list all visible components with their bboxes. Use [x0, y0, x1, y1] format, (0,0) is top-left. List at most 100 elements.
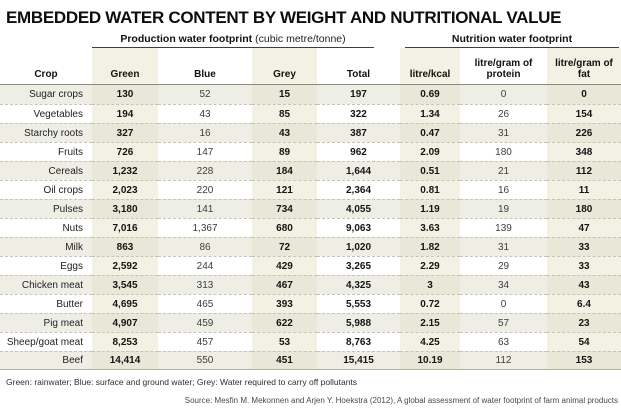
value-cell: 85: [252, 104, 317, 123]
crop-cell: Pulses: [0, 199, 92, 218]
value-cell: 322: [317, 104, 400, 123]
value-cell: 467: [252, 275, 317, 294]
group-header-nutrition-label: Nutrition water footprint: [451, 33, 573, 45]
value-cell: 130: [92, 85, 158, 104]
value-cell: 457: [158, 332, 252, 351]
crop-cell: Butter: [0, 294, 92, 313]
crop-cell: Sheep/goat meat: [0, 332, 92, 351]
value-cell: 21: [460, 161, 547, 180]
value-cell: 228: [158, 161, 252, 180]
value-cell: 393: [252, 294, 317, 313]
value-cell: 4,695: [92, 294, 158, 313]
value-cell: 3,265: [317, 256, 400, 275]
value-cell: 31: [460, 123, 547, 142]
group-header-production-label: Production water footprint: [120, 33, 253, 45]
value-cell: 348: [547, 142, 621, 161]
value-cell: 57: [460, 313, 547, 332]
value-cell: 194: [92, 104, 158, 123]
value-cell: 726: [92, 142, 158, 161]
column-header-litre-per-gram-fat: litre/gram of fat: [547, 48, 621, 85]
value-cell: 4,055: [317, 199, 400, 218]
value-cell: 86: [158, 237, 252, 256]
value-cell: 1,644: [317, 161, 400, 180]
value-cell: 550: [158, 351, 252, 370]
value-cell: 89: [252, 142, 317, 161]
value-cell: 1.34: [400, 104, 460, 123]
value-cell: 23: [547, 313, 621, 332]
column-header-total: Total: [317, 48, 400, 85]
column-header-green: Green: [92, 48, 158, 85]
value-cell: 962: [317, 142, 400, 161]
crop-cell: Sugar crops: [0, 85, 92, 104]
crop-cell: Cereals: [0, 161, 92, 180]
value-cell: 1.82: [400, 237, 460, 256]
value-cell: 327: [92, 123, 158, 142]
value-cell: 52: [158, 85, 252, 104]
value-cell: 139: [460, 218, 547, 237]
value-cell: 26: [460, 104, 547, 123]
value-cell: 0.69: [400, 85, 460, 104]
value-cell: 4,907: [92, 313, 158, 332]
value-cell: 1.19: [400, 199, 460, 218]
value-cell: 429: [252, 256, 317, 275]
crop-cell: Pig meat: [0, 313, 92, 332]
value-cell: 5,553: [317, 294, 400, 313]
crop-cell: Starchy roots: [0, 123, 92, 142]
source-credit: Source: Mesfin M. Mekonnen and Arjen Y. …: [184, 396, 618, 405]
value-cell: 8,253: [92, 332, 158, 351]
value-cell: 3.63: [400, 218, 460, 237]
value-cell: 15: [252, 85, 317, 104]
value-cell: 153: [547, 351, 621, 370]
value-cell: 2.15: [400, 313, 460, 332]
crop-cell: Milk: [0, 237, 92, 256]
column-header-grey: Grey: [252, 48, 317, 85]
value-cell: 459: [158, 313, 252, 332]
value-cell: 226: [547, 123, 621, 142]
value-cell: 53: [252, 332, 317, 351]
value-cell: 465: [158, 294, 252, 313]
column-header-litre-per-gram-protein: litre/gram of protein: [460, 48, 547, 85]
color-key-footnote: Green: rainwater; Blue: surface and grou…: [6, 377, 358, 387]
value-cell: 34: [460, 275, 547, 294]
value-cell: 2,592: [92, 256, 158, 275]
crop-cell: Vegetables: [0, 104, 92, 123]
value-cell: 2.09: [400, 142, 460, 161]
crop-cell: Nuts: [0, 218, 92, 237]
value-cell: 0: [460, 85, 547, 104]
value-cell: 220: [158, 180, 252, 199]
value-cell: 3,545: [92, 275, 158, 294]
value-cell: 4,325: [317, 275, 400, 294]
value-cell: 147: [158, 142, 252, 161]
value-cell: 9,063: [317, 218, 400, 237]
value-cell: 43: [547, 275, 621, 294]
value-cell: 14,414: [92, 351, 158, 370]
value-cell: 29: [460, 256, 547, 275]
value-cell: 5,988: [317, 313, 400, 332]
value-cell: 33: [547, 237, 621, 256]
value-cell: 1,020: [317, 237, 400, 256]
group-header-spacer: [0, 32, 92, 48]
value-cell: 54: [547, 332, 621, 351]
value-cell: 0: [460, 294, 547, 313]
page-title: EMBEDDED WATER CONTENT BY WEIGHT AND NUT…: [6, 8, 562, 27]
value-cell: 10.19: [400, 351, 460, 370]
column-header-crop: Crop: [0, 48, 92, 85]
column-header-litre-per-kcal: litre/kcal: [400, 48, 460, 85]
group-header-production: Production water footprint (cubic metre/…: [92, 32, 374, 48]
crop-cell: Beef: [0, 351, 92, 370]
value-cell: 734: [252, 199, 317, 218]
value-cell: 121: [252, 180, 317, 199]
value-cell: 16: [460, 180, 547, 199]
value-cell: 197: [317, 85, 400, 104]
value-cell: 184: [252, 161, 317, 180]
value-cell: 33: [547, 256, 621, 275]
value-cell: 863: [92, 237, 158, 256]
value-cell: 43: [158, 104, 252, 123]
value-cell: 2,364: [317, 180, 400, 199]
value-cell: 1,367: [158, 218, 252, 237]
crop-cell: Oil crops: [0, 180, 92, 199]
value-cell: 31: [460, 237, 547, 256]
value-cell: 622: [252, 313, 317, 332]
crop-cell: Chicken meat: [0, 275, 92, 294]
